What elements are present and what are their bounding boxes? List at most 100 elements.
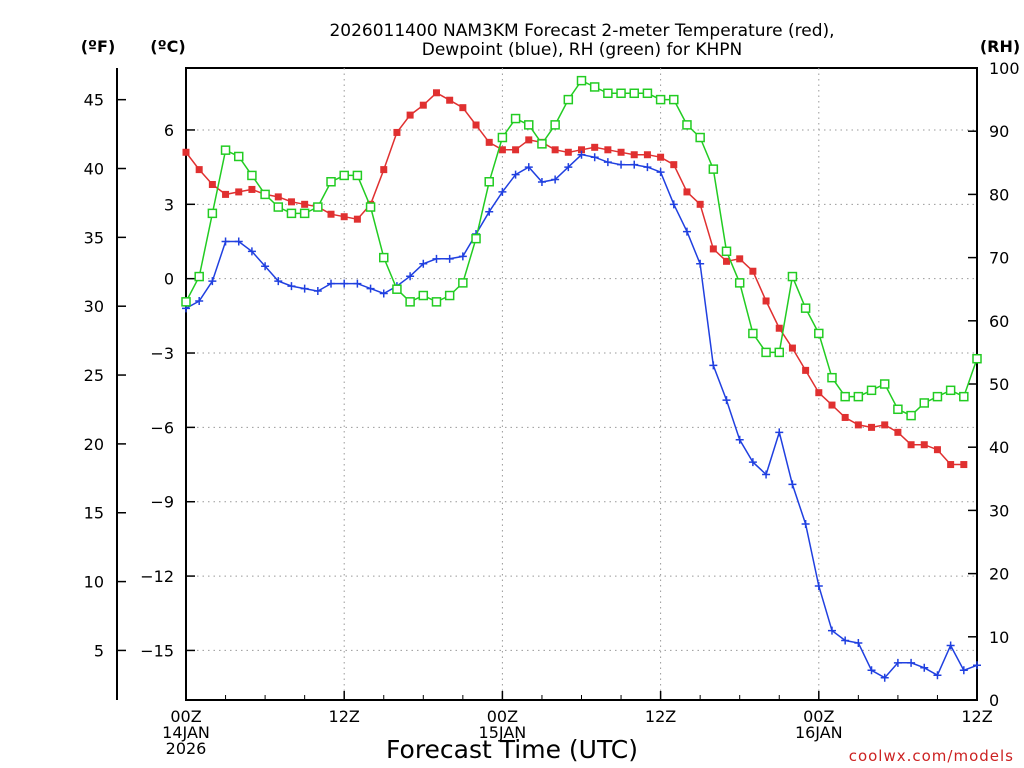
temperature-point — [472, 121, 480, 129]
dewpoint-point — [564, 163, 573, 172]
rh-tick-label: 50 — [989, 375, 1009, 394]
temperature-point — [709, 245, 717, 253]
x-tick-label: 16JAN — [795, 723, 843, 742]
temperature-point — [868, 423, 876, 431]
rh-point — [471, 233, 481, 244]
rh-point — [392, 284, 402, 294]
f-tick-label: 20 — [84, 435, 104, 454]
rh-point — [682, 120, 692, 130]
rh-tick-label: 100 — [989, 59, 1020, 78]
plot-frame — [185, 67, 978, 701]
x-tick-label: 12Z — [645, 707, 676, 726]
dewpoint-point — [682, 227, 691, 236]
temperature-point — [947, 461, 955, 469]
temperature-point — [327, 210, 335, 218]
temperature-point — [802, 366, 810, 374]
x-tick-label: 14JAN — [162, 723, 210, 742]
rh-point — [840, 391, 850, 402]
dewpoint-point — [603, 158, 612, 167]
rh-point — [326, 177, 336, 187]
f-tick-label: 10 — [84, 573, 104, 592]
rh-point — [431, 297, 442, 307]
rh-point — [286, 208, 297, 219]
dewpoint-point — [643, 163, 652, 172]
rh-point — [774, 347, 784, 358]
c-tick-label: −9 — [150, 493, 174, 512]
rh-point — [524, 120, 534, 130]
dewpoint-point — [801, 520, 810, 529]
temperature-point — [195, 166, 203, 174]
temperature-point — [235, 188, 243, 196]
temperature-point — [670, 161, 678, 169]
rh-tick-label: 40 — [989, 438, 1009, 457]
dewpoint-point — [195, 296, 204, 305]
temperature-point — [960, 461, 968, 469]
rh-point — [695, 132, 705, 143]
dewpoint-point — [406, 272, 415, 281]
rh-point — [748, 328, 758, 339]
rh-point — [879, 379, 890, 389]
dewpoint-point — [419, 259, 428, 268]
rh-point — [945, 385, 956, 396]
rh-point — [273, 202, 284, 212]
rh-point — [642, 88, 653, 99]
rh-point — [220, 145, 231, 155]
rh-point — [959, 391, 969, 402]
dewpoint-point — [933, 671, 942, 680]
chart-title-line-2: Dewpoint (blue), RH (green) for KHPN — [422, 40, 742, 60]
temperature-point — [182, 148, 190, 156]
rh-point — [721, 246, 732, 257]
rh-point — [853, 391, 864, 402]
rh-point — [418, 290, 429, 301]
temperature-point — [749, 267, 757, 275]
dewpoint-point — [524, 163, 533, 172]
dewpoint-point — [551, 175, 560, 184]
dewpoint-point — [221, 237, 230, 246]
rh-point — [458, 278, 468, 288]
dewpoint-point — [498, 187, 507, 196]
dewpoint-point — [880, 673, 889, 682]
rh-point — [510, 113, 521, 124]
dewpoint-point — [537, 178, 546, 187]
rh-point — [866, 385, 877, 396]
temperature-point — [419, 101, 427, 109]
rh-point — [233, 151, 244, 162]
dewpoint-point — [247, 247, 256, 256]
temperature-point — [617, 148, 625, 156]
rh-point — [893, 404, 903, 415]
rh-point — [339, 170, 349, 181]
rh-point — [194, 271, 204, 282]
fahrenheit-unit-label: (ºF) — [81, 37, 116, 56]
rh-tick-label: 20 — [989, 565, 1009, 584]
c-tick-label: 3 — [164, 195, 174, 214]
dewpoint-point — [709, 361, 718, 370]
dewpoint-point — [775, 428, 784, 437]
dewpoint-point — [946, 641, 955, 650]
dewpoint-point — [458, 252, 467, 261]
dewpoint-point — [208, 277, 217, 286]
dewpoint-point — [366, 284, 375, 293]
rh-point — [669, 94, 679, 105]
c-tick-label: −3 — [150, 344, 174, 363]
f-tick-label: 30 — [84, 297, 104, 316]
rh-point — [787, 271, 798, 282]
dewpoint-point — [920, 663, 929, 672]
dewpoint-point — [748, 458, 757, 467]
rh-point — [761, 347, 771, 358]
c-tick-label: −15 — [140, 641, 174, 660]
temperature-point — [208, 180, 216, 188]
dewpoint-point — [432, 254, 441, 263]
temperature-point — [920, 441, 928, 449]
grid-lines — [186, 68, 977, 700]
rh-point — [260, 189, 270, 200]
temperature-point — [775, 324, 783, 332]
rh-point — [603, 88, 613, 99]
temperature-point — [736, 255, 744, 263]
temperature-point — [564, 148, 572, 156]
rh-point — [352, 170, 363, 181]
x-tick-label: 00Z — [487, 707, 518, 726]
rh-point — [576, 75, 587, 86]
dewpoint-point — [340, 279, 349, 288]
dewpoint-point — [630, 160, 639, 169]
temperature-point — [657, 153, 665, 161]
